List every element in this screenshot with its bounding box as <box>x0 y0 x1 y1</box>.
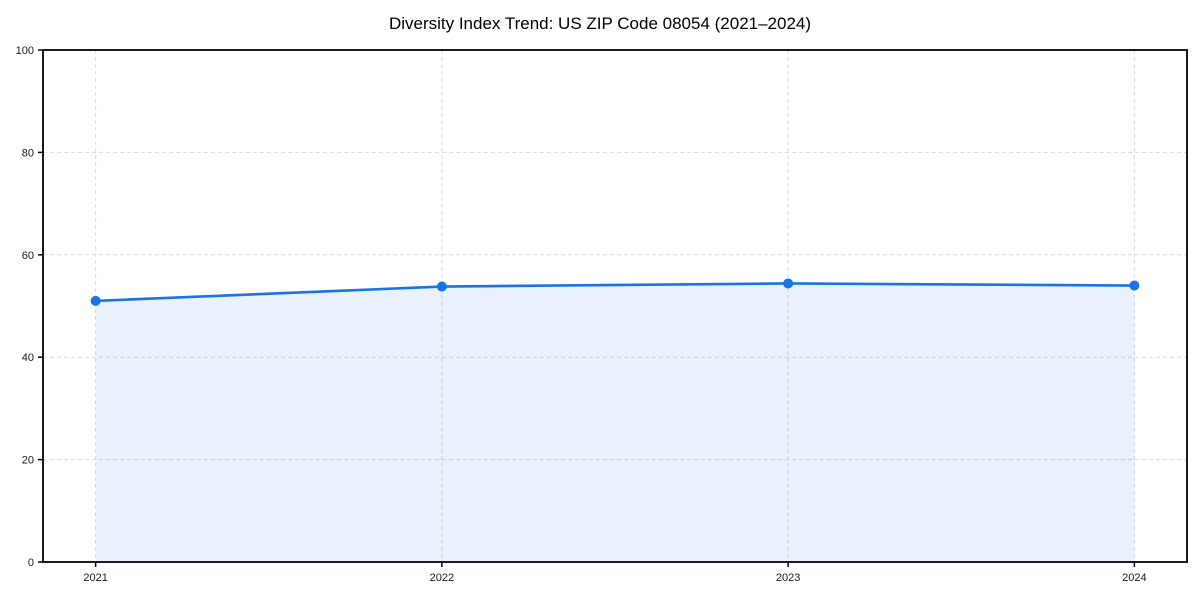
y-tick-label: 20 <box>22 455 34 467</box>
data-point-marker <box>1129 280 1140 291</box>
y-tick-label: 40 <box>22 352 34 364</box>
chart-title: Diversity Index Trend: US ZIP Code 08054… <box>389 14 811 33</box>
x-tick-label: 2024 <box>1122 572 1146 584</box>
area-fill <box>95 283 1135 562</box>
data-point-marker <box>783 278 794 289</box>
trend-line-layer <box>94 282 1136 303</box>
y-tick-label: 0 <box>28 557 34 569</box>
gridlines-layer <box>43 50 1187 562</box>
y-tick-label: 100 <box>16 45 34 57</box>
area-fill-layer <box>95 283 1135 562</box>
x-tick-label: 2021 <box>83 572 107 584</box>
y-tick-label: 60 <box>22 250 34 262</box>
y-tick-label: 80 <box>22 147 34 159</box>
x-tick-label: 2022 <box>430 572 454 584</box>
axes-layer <box>38 49 1188 567</box>
data-point-marker <box>90 295 101 306</box>
plot-area-box <box>42 49 1188 563</box>
data-point-markers-layer <box>90 278 1140 306</box>
trend-line <box>94 282 1136 303</box>
tick-labels-layer: 0 20 40 60 80 100 2021 2022 2023 2024 <box>16 45 1147 584</box>
x-tick-label: 2023 <box>776 572 800 584</box>
data-point-marker <box>436 281 447 292</box>
